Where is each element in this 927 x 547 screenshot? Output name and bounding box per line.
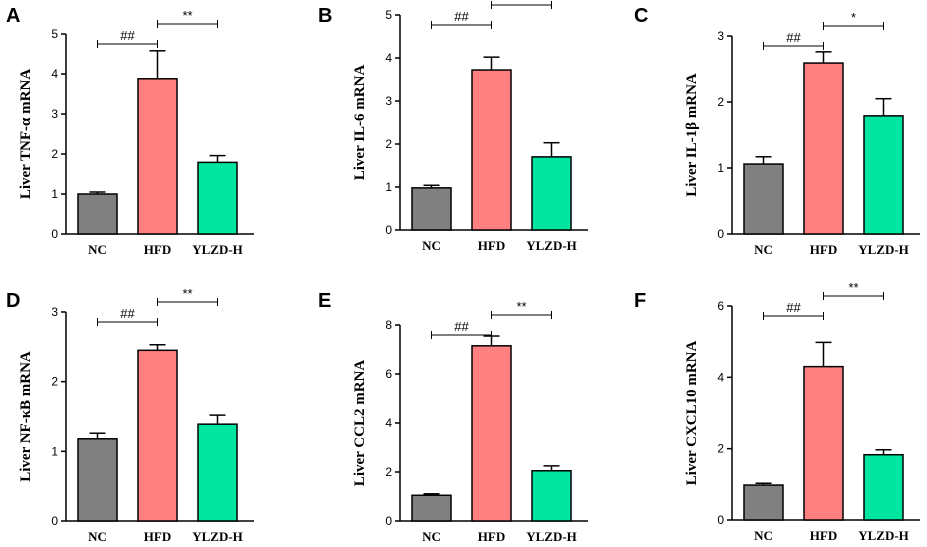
category-label: YLZD-H [858,242,909,257]
bar-hfd [137,349,178,522]
category-label: YLZD-H [526,238,577,253]
category-label: NC [88,242,107,257]
significance-label: ** [182,286,192,301]
category-label: NC [422,529,441,544]
category-label: YLZD-H [858,528,909,543]
y-axis-label: Liver IL-6 mRNA [352,65,368,181]
bar-ylzd-h [197,423,238,522]
category-label: YLZD-H [192,242,243,257]
y-tick-label: 4 [51,67,58,81]
bar-hfd [137,78,178,235]
bar-ylzd-h [197,161,238,235]
y-axis-label: Liver CCL2 mRNA [352,360,368,487]
significance-label: ## [786,30,801,45]
panel-A: A Liver TNF-α mRNA 0 1 2 3 4 5 NC HFD YLZD-H ## ** [6,5,254,257]
panel-letter: B [318,5,332,27]
significance-label: ** [516,299,526,314]
significance-label: ## [454,9,469,24]
significance-label: ** [516,0,526,4]
y-tick-label: 2 [51,147,58,161]
category-label: HFD [478,529,505,544]
panel-letter: C [634,5,648,27]
y-tick-label: 6 [717,299,724,313]
y-tick-label: 3 [51,107,58,121]
category-label: YLZD-H [192,529,243,544]
bar-nc [77,193,118,235]
y-tick-label: 0 [385,223,392,237]
bar-nc [411,494,452,522]
y-tick-label: 0 [717,227,724,241]
y-tick-label: 5 [51,27,58,41]
category-label: NC [754,242,773,257]
significance-label: ** [848,280,858,295]
category-label: NC [88,529,107,544]
bar-ylzd-h [531,470,572,522]
bar-nc [743,484,784,521]
y-tick-label: 2 [717,442,724,456]
y-tick-label: 2 [385,137,392,151]
category-label: HFD [478,238,505,253]
y-tick-label: 3 [51,305,58,319]
category-label: HFD [144,242,171,257]
y-axis-label: Liver IL-1β mRNA [684,73,700,197]
category-label: HFD [810,528,837,543]
category-label: HFD [144,529,171,544]
panel-B: B Liver IL-6 mRNA 0 1 2 3 4 5 NC HFD YLZD-H ## ** [318,0,588,253]
y-tick-label: 4 [385,51,392,65]
category-label: NC [422,238,441,253]
y-tick-label: 6 [385,367,392,381]
bar-hfd [803,62,844,235]
bar-ylzd-h [863,115,904,235]
y-tick-label: 0 [385,514,392,528]
bar-ylzd-h [531,156,572,231]
y-tick-label: 3 [717,29,724,43]
bar-nc [411,187,452,231]
y-tick-label: 8 [385,318,392,332]
y-tick-label: 4 [717,370,724,384]
panel-letter: F [634,290,646,312]
y-tick-label: 2 [385,465,392,479]
panel-letter: E [318,290,331,312]
y-tick-label: 1 [51,444,58,458]
y-tick-label: 1 [51,187,58,201]
bar-hfd [471,69,512,231]
bar-ylzd-h [863,453,904,521]
y-tick-label: 0 [717,513,724,527]
y-tick-label: 1 [385,180,392,194]
significance-label: ## [120,28,135,43]
y-axis-label: Liver TNF-α mRNA [18,69,34,199]
category-label: YLZD-H [526,529,577,544]
panel-C: C Liver IL-1β mRNA 0 1 2 3 NC HFD YLZD-H ## * [634,5,920,257]
y-tick-label: 0 [51,514,58,528]
bar-hfd [471,345,512,522]
significance-label: ## [786,300,801,315]
significance-label: ## [454,319,469,334]
y-tick-label: 5 [385,8,392,22]
category-label: HFD [810,242,837,257]
y-axis-label: Liver CXCL10 mRNA [684,340,700,485]
bar-nc [743,163,784,235]
panel-letter: D [6,290,20,312]
bar-nc [77,438,118,522]
y-tick-label: 2 [717,95,724,109]
significance-label: ** [182,8,192,23]
y-tick-label: 2 [51,375,58,389]
panel-F: F Liver CXCL10 mRNA 0 2 4 6 NC HFD YLZD-H ## ** [634,280,920,543]
panel-letter: A [6,5,20,27]
category-label: NC [754,528,773,543]
panel-E: E Liver CCL2 mRNA 0 2 4 6 8 NC HFD YLZD-H ## ** [318,290,588,544]
y-tick-label: 4 [385,416,392,430]
y-axis-label: Liver NF-κB mRNA [18,351,34,482]
y-tick-label: 1 [717,161,724,175]
significance-label: ## [120,306,135,321]
panel-D: D Liver NF-κB mRNA 0 1 2 3 NC HFD YLZD-H ## ** [6,286,254,544]
significance-label: * [851,10,856,25]
y-tick-label: 3 [385,94,392,108]
bar-hfd [803,365,844,521]
y-tick-label: 0 [51,227,58,241]
